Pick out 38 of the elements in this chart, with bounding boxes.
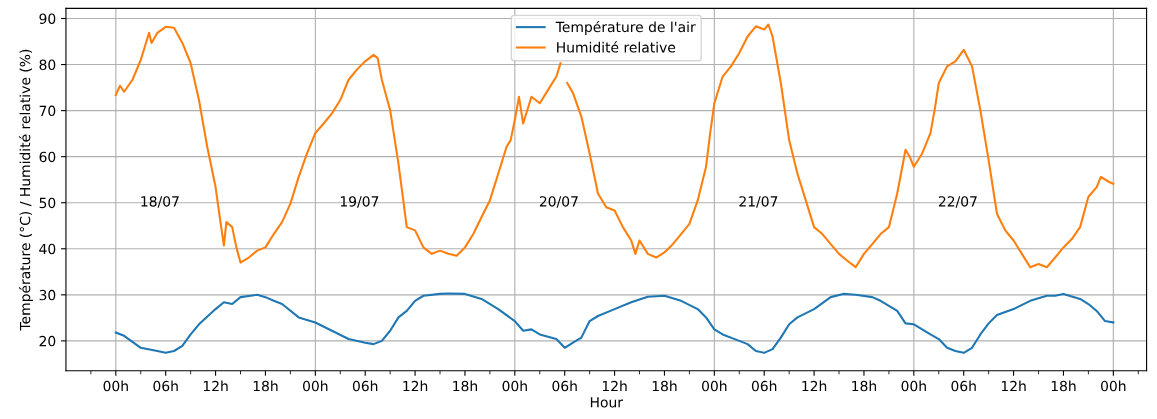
x-tick-label: 12h (602, 380, 627, 392)
x-tick-label: 06h (153, 380, 178, 392)
annotation: 18/07 (141, 196, 179, 208)
x-tick-label: 00h (1101, 380, 1126, 392)
y-tick-label: 40 (39, 243, 56, 255)
y-axis-title: Température (°C) / Humidité relative (%) (19, 49, 33, 331)
x-tick-label: 18h (1051, 380, 1076, 392)
x-tick-label: 18h (453, 380, 478, 392)
x-tick-label: 18h (652, 380, 677, 392)
y-tick-label: 90 (39, 13, 56, 24)
x-tick-label: 18h (253, 380, 278, 392)
x-tick-label: 00h (303, 380, 328, 392)
y-tick-label: 70 (39, 105, 56, 117)
y-tick-label: 30 (39, 289, 56, 301)
x-tick-label: 12h (403, 380, 428, 392)
annotation: 19/07 (340, 196, 379, 208)
y-tick-label: 60 (39, 151, 56, 163)
x-tick-label: 18h (852, 380, 877, 392)
x-axis-title: Hour (590, 397, 623, 408)
x-tick-label: 06h (352, 380, 378, 392)
y-tick-label: 20 (39, 335, 56, 347)
x-tick-label: 00h (901, 380, 926, 392)
x-tick-label: 12h (203, 380, 228, 392)
x-tick-label: 00h (702, 380, 727, 392)
x-tick-label: 12h (1001, 380, 1026, 392)
annotation: 21/07 (739, 196, 778, 208)
x-tick-label: 06h (951, 380, 976, 392)
legend-label: Température de l'air (555, 20, 696, 35)
x-tick-label: 06h (751, 380, 777, 392)
annotation: 22/07 (938, 196, 977, 208)
annotation: 20/07 (539, 196, 578, 208)
y-tick-label: 80 (39, 59, 56, 71)
x-tick-label: 06h (552, 380, 577, 392)
y-tick-label: 50 (39, 197, 56, 209)
x-tick-label: 00h (502, 380, 527, 392)
x-tick-label: 12h (802, 380, 827, 392)
legend-label: Humidité relative (557, 41, 676, 53)
x-tick-label: 00h (103, 380, 128, 392)
